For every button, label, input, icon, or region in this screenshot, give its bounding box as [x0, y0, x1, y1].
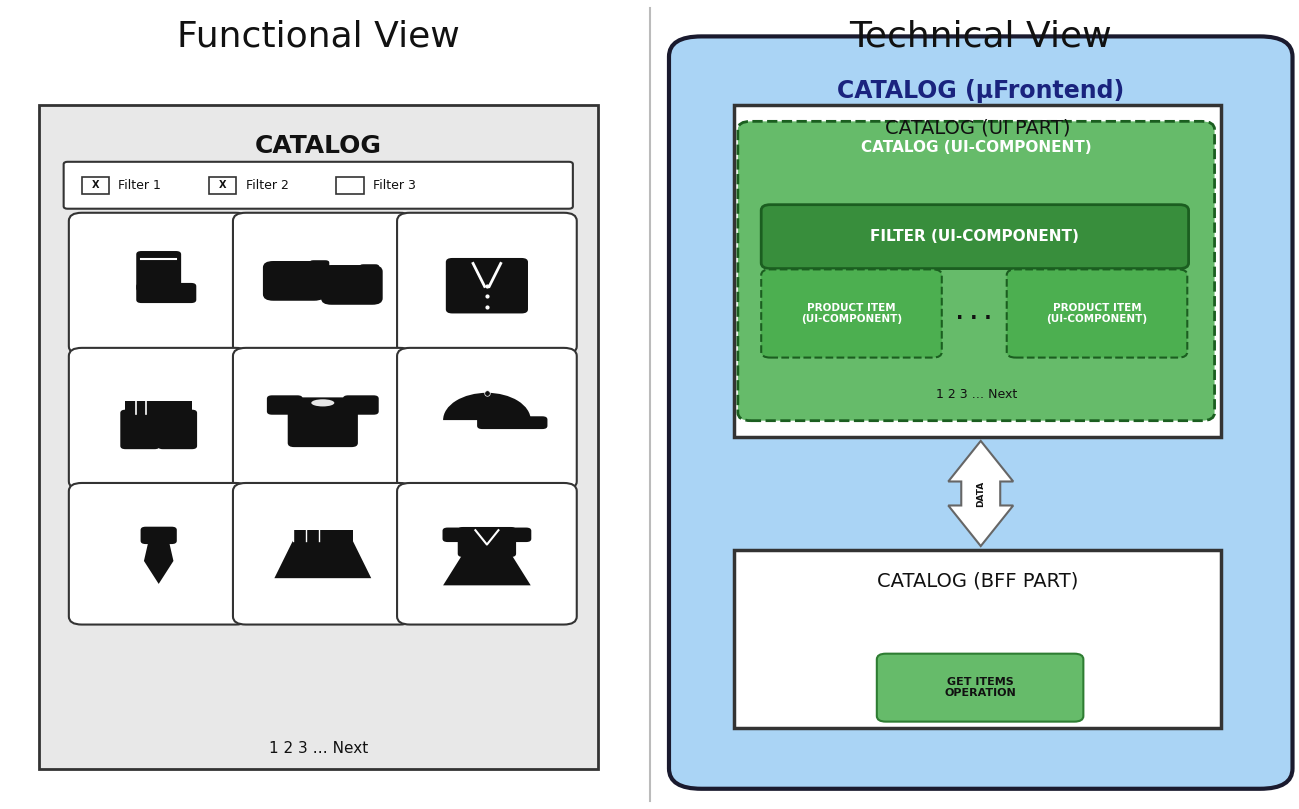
Text: PRODUCT ITEM
(UI-COMPONENT): PRODUCT ITEM (UI-COMPONENT)	[1047, 303, 1147, 324]
Text: X: X	[92, 180, 99, 190]
Text: Filter 1: Filter 1	[118, 179, 161, 192]
FancyBboxPatch shape	[1007, 269, 1187, 358]
Text: . . .: . . .	[956, 304, 992, 323]
FancyBboxPatch shape	[504, 527, 531, 542]
FancyBboxPatch shape	[262, 261, 325, 301]
FancyBboxPatch shape	[69, 348, 248, 489]
Text: X: X	[220, 180, 226, 190]
Text: Filter 3: Filter 3	[373, 179, 416, 192]
Text: CATALOG (BFF PART): CATALOG (BFF PART)	[877, 571, 1078, 591]
FancyBboxPatch shape	[121, 409, 160, 449]
Text: CATALOG (UI PART): CATALOG (UI PART)	[885, 118, 1070, 138]
FancyBboxPatch shape	[233, 483, 413, 625]
FancyBboxPatch shape	[457, 527, 516, 557]
FancyBboxPatch shape	[69, 483, 248, 625]
FancyBboxPatch shape	[360, 265, 379, 277]
FancyBboxPatch shape	[321, 265, 383, 305]
FancyBboxPatch shape	[477, 417, 547, 429]
FancyBboxPatch shape	[209, 177, 236, 194]
FancyBboxPatch shape	[761, 205, 1189, 269]
FancyBboxPatch shape	[443, 527, 470, 542]
FancyBboxPatch shape	[397, 213, 577, 354]
FancyBboxPatch shape	[39, 105, 598, 769]
FancyBboxPatch shape	[734, 105, 1221, 437]
FancyBboxPatch shape	[309, 260, 329, 273]
Text: CATALOG (UI-COMPONENT): CATALOG (UI-COMPONENT)	[861, 140, 1091, 155]
FancyBboxPatch shape	[136, 251, 181, 292]
FancyBboxPatch shape	[343, 396, 379, 415]
Text: Filter 2: Filter 2	[246, 179, 288, 192]
Polygon shape	[443, 554, 531, 586]
FancyBboxPatch shape	[734, 550, 1221, 728]
FancyBboxPatch shape	[738, 121, 1215, 421]
FancyBboxPatch shape	[292, 530, 353, 541]
Polygon shape	[274, 541, 372, 578]
Ellipse shape	[312, 400, 334, 406]
Text: CATALOG (μFrontend): CATALOG (μFrontend)	[837, 79, 1125, 104]
Text: GET ITEMS
OPERATION: GET ITEMS OPERATION	[944, 677, 1016, 698]
Text: 1 2 3 … Next: 1 2 3 … Next	[935, 388, 1017, 401]
Text: Functional View: Functional View	[177, 19, 460, 53]
FancyBboxPatch shape	[446, 258, 527, 313]
FancyBboxPatch shape	[397, 483, 577, 625]
Wedge shape	[443, 393, 531, 420]
FancyBboxPatch shape	[136, 283, 196, 303]
FancyBboxPatch shape	[82, 177, 109, 194]
FancyBboxPatch shape	[669, 36, 1293, 789]
FancyBboxPatch shape	[233, 348, 413, 489]
FancyBboxPatch shape	[64, 162, 573, 209]
Polygon shape	[948, 441, 1013, 546]
Text: PRODUCT ITEM
(UI-COMPONENT): PRODUCT ITEM (UI-COMPONENT)	[801, 303, 902, 324]
Text: FILTER (UI-COMPONENT): FILTER (UI-COMPONENT)	[870, 229, 1079, 244]
FancyBboxPatch shape	[761, 269, 942, 358]
FancyBboxPatch shape	[336, 177, 364, 194]
FancyBboxPatch shape	[397, 348, 577, 489]
Polygon shape	[144, 541, 174, 584]
FancyBboxPatch shape	[877, 654, 1083, 722]
FancyBboxPatch shape	[287, 397, 359, 447]
FancyBboxPatch shape	[126, 401, 192, 414]
FancyBboxPatch shape	[233, 213, 413, 354]
Text: DATA: DATA	[977, 481, 985, 506]
Text: 1 2 3 … Next: 1 2 3 … Next	[269, 741, 368, 756]
Text: CATALOG: CATALOG	[255, 133, 382, 158]
FancyBboxPatch shape	[266, 396, 303, 415]
FancyBboxPatch shape	[69, 213, 248, 354]
FancyBboxPatch shape	[140, 527, 177, 544]
Text: Technical View: Technical View	[850, 19, 1112, 53]
FancyBboxPatch shape	[157, 409, 197, 449]
